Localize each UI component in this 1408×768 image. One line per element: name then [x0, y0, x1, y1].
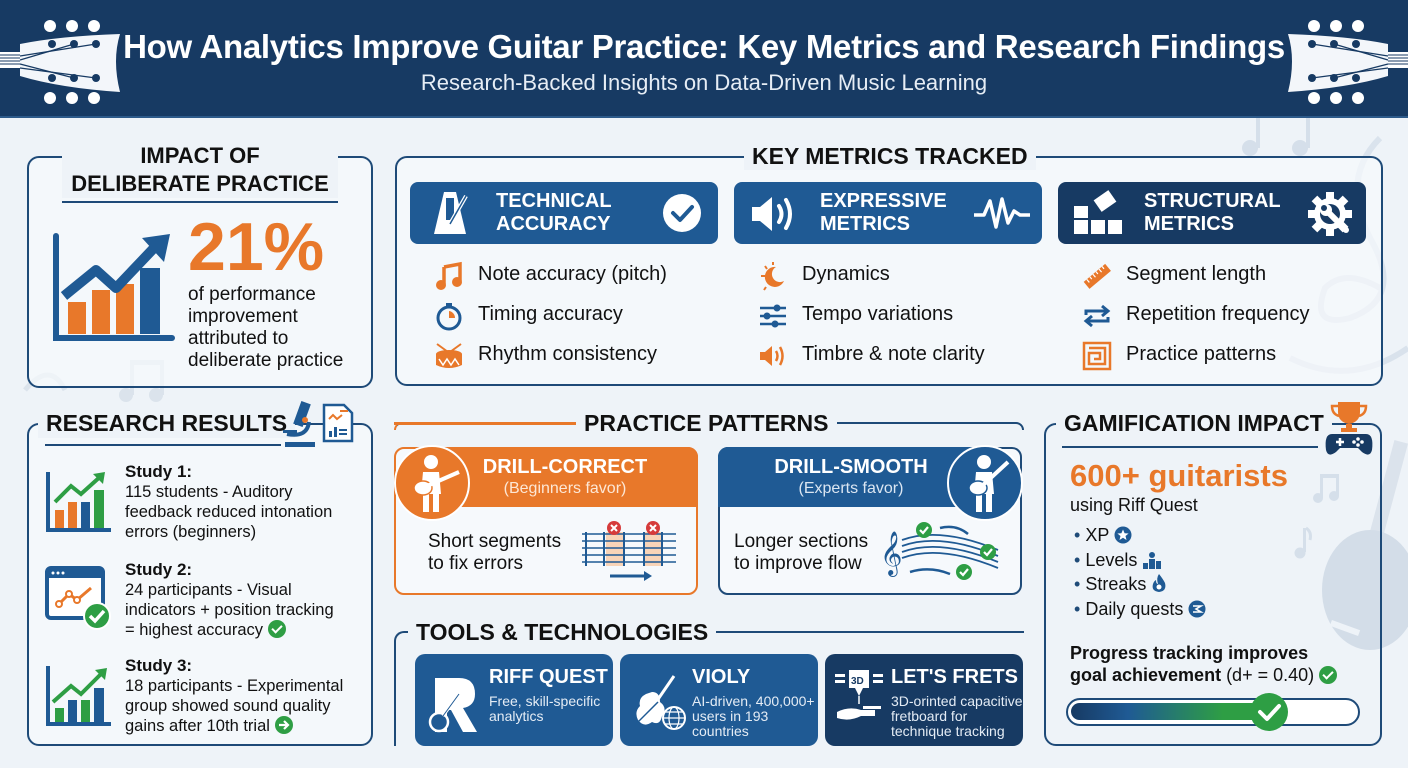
check-circle-icon: [267, 620, 286, 638]
tools-title: TOOLS & TECHNOLOGIES: [408, 617, 717, 647]
guitarist-icon: [947, 445, 1023, 521]
metric-item: Timbre & note clarity: [760, 343, 985, 366]
progress-bar: [1066, 698, 1360, 726]
impact-description: of performance improvement attributed to…: [188, 284, 344, 371]
report-chart-icon: [322, 403, 354, 443]
metric-item: Segment length: [1083, 263, 1266, 289]
progress-bar-fill: [1071, 703, 1261, 720]
svg-text:3D: 3D: [851, 676, 864, 687]
tool-card-violy[interactable]: VIOLY AI-driven, 400,000+ users in 193 c…: [620, 654, 818, 746]
bar-chart-growth-icon: [46, 472, 111, 532]
study-3: Study 3: 18 participants - Experimental …: [125, 656, 344, 735]
metric-item: Repetition frequency: [1083, 303, 1309, 328]
feature-item-xp: • XP: [1074, 523, 1206, 548]
3d-printer-hand-icon: 3D: [835, 670, 883, 720]
tool-card-lets-frets[interactable]: 3D LET'S FRETS 3D-orinted capacitive fre…: [825, 654, 1023, 746]
gamification-headline: 600+ guitarists: [1070, 458, 1288, 493]
podium-icon: [1143, 551, 1162, 569]
guitarist-icon: [394, 445, 470, 521]
guitar-headstock-icon: [1288, 20, 1408, 104]
feature-item-streaks: • Streaks: [1074, 572, 1206, 597]
metronome-icon: [434, 192, 468, 234]
gamification-feature-list: • XP • Levels • Streaks • Daily quests: [1074, 523, 1206, 621]
star-badge-icon: [1114, 526, 1132, 544]
metric-item: Timing accuracy: [436, 303, 623, 331]
speaker-waves-icon: [760, 346, 784, 366]
practice-patterns-accent-line: [394, 422, 578, 425]
key-metrics-title: KEY METRICS TRACKED: [744, 142, 1036, 170]
gamification-subline: using Riff Quest: [1070, 495, 1198, 515]
check-circle-icon: [1319, 666, 1338, 684]
gamification-title-underline: [1062, 446, 1318, 448]
impact-title-underline: [62, 201, 338, 203]
page-subtitle: Research-Backed Insights on Data-Driven …: [420, 70, 988, 95]
speaker-icon: [752, 197, 792, 231]
metric-group-technical: TECHNICAL ACCURACY: [410, 182, 718, 244]
fretboard-errors-icon: [582, 521, 676, 581]
metric-group-structural: STRUCTURAL METRICS: [1058, 182, 1366, 244]
tool-card-riff-quest[interactable]: RIFF QUEST Free, skill-specific analytic…: [415, 654, 613, 746]
gamification-title: GAMIFICATION IMPACT: [1056, 408, 1332, 438]
blocks-icon: [1074, 190, 1122, 234]
guitar-headstock-icon: [0, 20, 120, 104]
background-guitar-icon: [1322, 440, 1408, 650]
ruler-icon: [1083, 263, 1111, 289]
progress-check-icon: [1250, 693, 1288, 731]
maze-icon: [1082, 341, 1112, 371]
feature-item-levels: • Levels: [1074, 548, 1206, 573]
metric-group-expressive: EXPRESSIVE METRICS: [734, 182, 1042, 244]
sliders-icon: [760, 304, 786, 328]
background-music-note-icon: [1294, 526, 1312, 559]
bar-chart-growth-icon: [46, 666, 111, 726]
practice-patterns-title: PRACTICE PATTERNS: [576, 408, 837, 438]
music-note-icon: [436, 261, 462, 290]
flame-icon: [1152, 574, 1166, 592]
drill-correct-header: DRILL-CORRECT (Beginners favor): [432, 447, 698, 507]
page-title: How Analytics Improve Guitar Practice: K…: [123, 28, 1285, 65]
stopwatch-icon: [436, 303, 462, 331]
metric-item: Tempo variations: [760, 303, 953, 328]
drum-icon: [436, 343, 462, 368]
study-1: Study 1: 115 students - Auditory feedbac…: [125, 462, 333, 541]
drill-smooth-header: DRILL-SMOOTH (Experts favor): [718, 447, 984, 507]
repeat-icon: [1083, 304, 1111, 328]
feature-item-daily-quests: • Daily quests: [1074, 597, 1206, 622]
progress-caption: Progress tracking improves goal achievem…: [1070, 642, 1338, 686]
impact-title: IMPACT OF DELIBERATE PRACTICE: [62, 142, 338, 198]
header-banner: How Analytics Improve Guitar Practice: K…: [0, 0, 1408, 118]
violin-globe-icon: [633, 675, 686, 730]
impact-stat: 21%: [188, 209, 325, 285]
background-music-note-icon: [1313, 474, 1339, 503]
research-title: RESEARCH RESULTS: [38, 408, 296, 438]
sun-moon-icon: [761, 262, 784, 291]
research-title-underline: [45, 444, 281, 446]
bar-chart-rising-arrow-icon: [53, 233, 175, 341]
waveform-icon: [974, 197, 1030, 229]
trophy-gamepad-icon: [1325, 402, 1373, 455]
metric-item: Rhythm consistency: [436, 343, 657, 368]
drill-correct-description: Short segments to fix errors: [428, 531, 562, 574]
drill-smooth-description: Longer sections to improve flow: [734, 531, 869, 574]
study-2: Study 2: 24 participants - Visual indica…: [125, 560, 334, 639]
quest-badge-icon: [1188, 600, 1206, 617]
microscope-icon: [283, 401, 315, 447]
svg-text:𝄞: 𝄞: [880, 531, 902, 577]
arrow-right-circle-icon: [274, 716, 293, 734]
check-circle-icon: [663, 194, 701, 232]
metric-item: Note accuracy (pitch): [436, 261, 667, 290]
flowing-staff-checks-icon: 𝄞: [880, 522, 999, 580]
gear-wrench-icon: [1308, 192, 1352, 236]
metric-item: Practice patterns: [1082, 341, 1276, 371]
riff-quest-logo-icon: [428, 678, 477, 733]
browser-chart-check-icon: [45, 566, 111, 630]
metric-item: Dynamics: [761, 262, 890, 291]
